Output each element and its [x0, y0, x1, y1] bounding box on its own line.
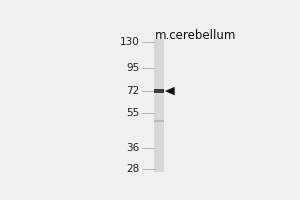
Bar: [154, 120, 164, 122]
Text: 36: 36: [127, 143, 140, 153]
Polygon shape: [165, 87, 175, 95]
Text: 28: 28: [127, 164, 140, 174]
Text: 55: 55: [127, 108, 140, 118]
Bar: [154, 39, 164, 172]
Bar: [154, 89, 164, 93]
Text: m.cerebellum: m.cerebellum: [155, 29, 236, 42]
Text: 95: 95: [127, 63, 140, 73]
Text: 72: 72: [127, 86, 140, 96]
Text: 130: 130: [120, 37, 140, 47]
